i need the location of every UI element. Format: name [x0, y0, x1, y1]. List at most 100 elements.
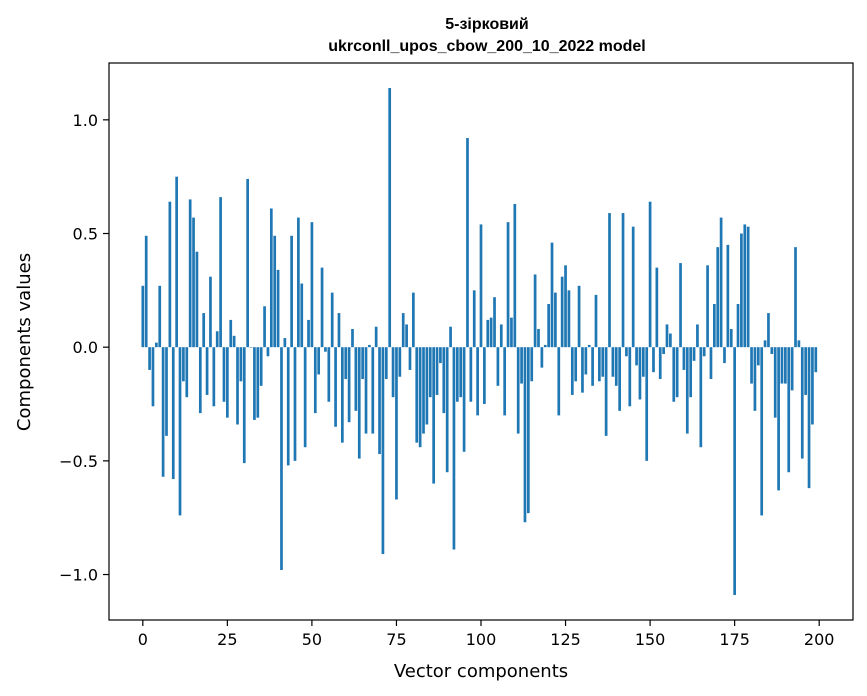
bar	[814, 347, 818, 373]
bar	[263, 306, 266, 348]
bar	[777, 347, 780, 491]
bar	[662, 347, 665, 355]
bar	[313, 347, 317, 414]
bar	[185, 347, 189, 398]
bar	[310, 222, 314, 348]
bar	[621, 213, 625, 348]
bar	[249, 347, 253, 348]
bar	[354, 347, 358, 411]
bar	[750, 347, 753, 384]
bar	[635, 347, 638, 366]
x-tick-label: 200	[804, 630, 835, 649]
bar	[165, 347, 168, 436]
bar	[395, 347, 398, 500]
bar	[543, 344, 547, 348]
bar	[168, 201, 172, 348]
bar	[645, 347, 649, 461]
bar	[716, 247, 720, 348]
bar	[577, 285, 581, 348]
bar	[581, 347, 584, 393]
bar	[469, 347, 473, 402]
bar	[689, 347, 693, 398]
x-tick-label: 75	[386, 630, 406, 649]
bar	[418, 347, 422, 448]
bar	[286, 347, 290, 466]
bar	[340, 347, 344, 443]
bar	[209, 276, 212, 348]
bar	[702, 347, 706, 357]
bar	[290, 235, 293, 348]
bar	[182, 347, 185, 382]
bar	[435, 347, 439, 395]
bar	[425, 347, 429, 425]
bar	[144, 235, 148, 348]
bar	[476, 347, 479, 416]
bar	[723, 347, 726, 364]
bar	[692, 347, 696, 361]
bar	[226, 347, 229, 418]
bar	[141, 285, 145, 348]
bar	[598, 347, 601, 382]
y-tick-label: −0.5	[59, 452, 98, 471]
bar	[212, 347, 216, 407]
bar	[330, 292, 334, 348]
bar	[266, 347, 270, 357]
bar	[269, 208, 273, 348]
bar	[239, 347, 243, 382]
bar	[520, 347, 523, 384]
bar	[368, 344, 371, 348]
bar	[743, 224, 747, 348]
bar	[604, 347, 608, 436]
bar	[259, 347, 263, 386]
bar	[570, 347, 574, 395]
bar	[533, 274, 537, 348]
chart-subtitle: ukrconll_upos_cbow_200_10_2022 model	[328, 38, 645, 55]
bar	[669, 333, 672, 348]
bar	[391, 347, 395, 398]
bar	[188, 199, 192, 348]
bar	[665, 324, 669, 348]
bar	[374, 326, 378, 348]
bar	[276, 269, 280, 348]
bar	[388, 88, 392, 348]
bar	[462, 347, 466, 452]
bar	[591, 347, 594, 386]
bar	[472, 290, 476, 348]
x-tick-label: 50	[302, 630, 322, 649]
bar	[733, 347, 736, 595]
bar	[746, 226, 750, 348]
x-axis-ticks: 0 25 50 75 100 125 150 175 200	[138, 620, 835, 649]
bar	[712, 303, 716, 348]
y-tick-label: 0.5	[73, 225, 98, 244]
bar	[256, 347, 260, 418]
bar	[560, 276, 564, 348]
bar	[658, 347, 662, 380]
bar	[780, 347, 784, 384]
bar	[526, 347, 530, 514]
bar	[516, 347, 520, 434]
bar	[327, 347, 331, 402]
bar	[672, 347, 676, 402]
bar	[729, 328, 733, 348]
bar	[807, 347, 811, 489]
bar	[574, 347, 578, 382]
bar	[594, 294, 598, 348]
bar	[297, 217, 300, 348]
bar	[198, 347, 202, 414]
bar	[439, 347, 442, 364]
bar	[675, 347, 679, 398]
bar	[273, 235, 277, 348]
bar	[232, 335, 236, 348]
bar	[236, 347, 239, 425]
bar	[652, 347, 655, 373]
x-tick-label: 150	[635, 630, 666, 649]
x-tick-label: 0	[138, 630, 148, 649]
bar	[442, 347, 446, 414]
bars-group	[141, 88, 818, 595]
bar	[628, 347, 632, 407]
bar	[215, 331, 219, 348]
bar	[293, 347, 297, 461]
bar	[530, 347, 534, 382]
bar	[303, 347, 307, 448]
bar	[767, 313, 770, 348]
